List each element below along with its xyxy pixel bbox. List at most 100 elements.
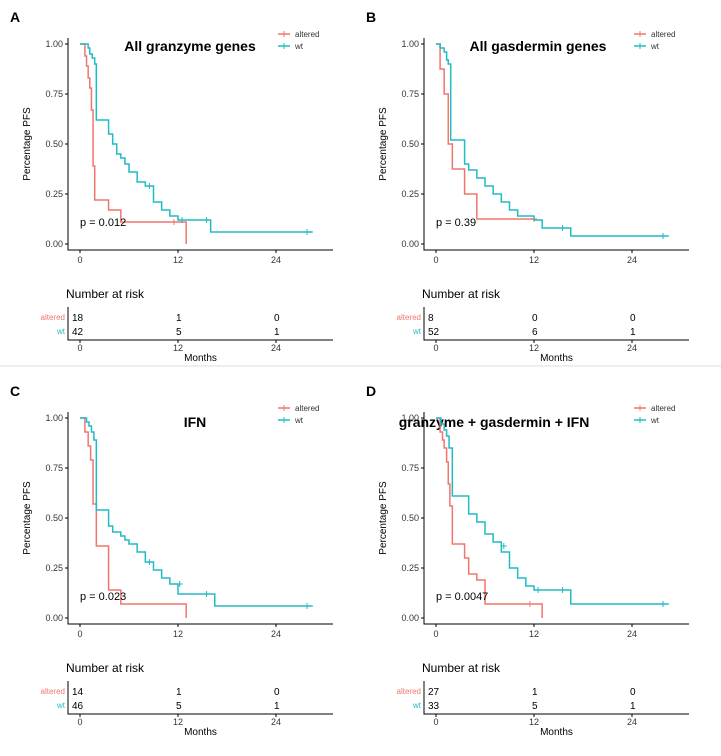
risk-x-tick-label: 12 — [173, 343, 183, 353]
censor-mark-wt — [203, 217, 210, 223]
legend-label-altered: altered — [651, 404, 675, 413]
y-axis-title: Percentage PFS — [378, 481, 389, 555]
panel-letter: D — [366, 383, 376, 399]
risk-count: 1 — [176, 313, 182, 324]
km-curve-wt — [436, 43, 669, 237]
p-value-label: p = 0.39 — [436, 217, 476, 229]
legend-label-wt: wt — [650, 416, 660, 425]
censor-mark-wt — [660, 601, 667, 607]
legend-label-altered: altered — [295, 404, 319, 413]
risk-x-tick-label: 24 — [271, 717, 281, 727]
risk-table-axis — [423, 307, 689, 341]
risk-count: 1 — [274, 327, 280, 338]
risk-count: 27 — [428, 687, 440, 698]
y-tick-label: 0.50 — [401, 139, 419, 149]
risk-x-tick-label: 12 — [173, 717, 183, 727]
risk-count: 52 — [428, 327, 440, 338]
y-tick-label: 0.50 — [401, 513, 419, 523]
risk-count: 14 — [72, 687, 84, 698]
axis-lines — [67, 38, 333, 251]
legend-label-wt: wt — [294, 42, 304, 51]
y-tick-label: 1.00 — [401, 39, 419, 49]
km-curve-wt — [436, 417, 669, 605]
chart-title: IFN — [184, 414, 207, 430]
km-curve-altered — [80, 43, 187, 244]
km-curve-altered — [436, 417, 543, 618]
risk-x-tick-label: 24 — [627, 717, 637, 727]
risk-count: 18 — [72, 313, 84, 324]
risk-table-title: Number at risk — [422, 661, 501, 675]
censor-mark-wt — [146, 183, 153, 189]
x-tick-label: 0 — [433, 255, 438, 265]
censor-mark-wt — [146, 559, 153, 565]
risk-x-axis-title: Months — [540, 727, 573, 738]
y-tick-label: 0.25 — [401, 563, 419, 573]
censor-mark-wt — [559, 225, 566, 231]
risk-x-axis-title: Months — [184, 353, 217, 364]
censor-mark-wt — [304, 229, 311, 235]
censor-mark-altered — [170, 219, 177, 225]
y-tick-label: 0.75 — [401, 463, 419, 473]
y-axis-title: Percentage PFS — [378, 107, 389, 181]
y-tick-label: 0.25 — [45, 563, 63, 573]
legend-label-altered: altered — [651, 30, 675, 39]
y-tick-label: 0.50 — [45, 139, 63, 149]
y-tick-label: 0.50 — [45, 513, 63, 523]
risk-count: 6 — [532, 327, 538, 338]
x-tick-label: 0 — [77, 629, 82, 639]
y-tick-label: 0.00 — [45, 613, 63, 623]
risk-count: 33 — [428, 701, 440, 712]
km-curve-altered — [436, 43, 534, 220]
risk-count: 1 — [274, 701, 280, 712]
km-curve-wt — [80, 43, 313, 233]
risk-count: 8 — [428, 313, 434, 324]
x-tick-label: 24 — [627, 255, 637, 265]
p-value-label: p = 0.012 — [80, 217, 126, 229]
risk-count: 5 — [176, 327, 182, 338]
censor-mark-wt — [176, 581, 183, 587]
x-tick-label: 12 — [529, 629, 539, 639]
risk-group-label-altered: altered — [397, 687, 421, 696]
risk-table-axis — [67, 307, 333, 341]
risk-count: 1 — [630, 327, 636, 338]
censor-mark-wt — [535, 587, 542, 593]
risk-count: 46 — [72, 701, 84, 712]
risk-table-axis — [423, 681, 689, 715]
km-panel-b: B 0.00 0.25 0.50 0.75 1.00 0 12 24 Percentage PFS… — [366, 9, 689, 364]
x-tick-label: 24 — [627, 629, 637, 639]
risk-group-label-wt: wt — [412, 701, 422, 710]
risk-table-title: Number at risk — [66, 661, 145, 675]
y-tick-label: 1.00 — [45, 39, 63, 49]
x-tick-label: 12 — [529, 255, 539, 265]
panel-letter: C — [10, 383, 20, 399]
risk-group-label-altered: altered — [397, 313, 421, 322]
chart-title: All granzyme genes — [124, 38, 256, 54]
chart-title: granzyme + gasdermin + IFN — [399, 414, 590, 430]
x-tick-label: 0 — [77, 255, 82, 265]
risk-x-tick-label: 0 — [433, 343, 438, 353]
risk-count: 1 — [532, 687, 538, 698]
y-tick-label: 1.00 — [401, 413, 419, 423]
risk-count: 0 — [630, 313, 636, 324]
km-curve-wt — [80, 417, 313, 607]
y-tick-label: 1.00 — [45, 413, 63, 423]
panels: A 0.00 0.25 0.50 0.75 1.00 0 12 24 Percentage PFS… — [10, 9, 689, 738]
axis-lines — [67, 412, 333, 625]
risk-x-tick-label: 0 — [433, 717, 438, 727]
censor-mark-wt — [559, 587, 566, 593]
legend-label-wt: wt — [294, 416, 304, 425]
censor-mark-altered — [526, 601, 533, 607]
risk-count: 0 — [274, 687, 280, 698]
y-tick-label: 0.00 — [401, 613, 419, 623]
risk-x-tick-label: 24 — [627, 343, 637, 353]
risk-x-tick-label: 12 — [529, 343, 539, 353]
risk-table-title: Number at risk — [66, 287, 145, 301]
risk-count: 1 — [630, 701, 636, 712]
risk-group-label-wt: wt — [56, 327, 66, 336]
risk-table-axis — [67, 681, 333, 715]
p-value-label: p = 0.023 — [80, 591, 126, 603]
risk-count: 5 — [176, 701, 182, 712]
x-tick-label: 12 — [173, 255, 183, 265]
y-axis-title: Percentage PFS — [22, 481, 33, 555]
